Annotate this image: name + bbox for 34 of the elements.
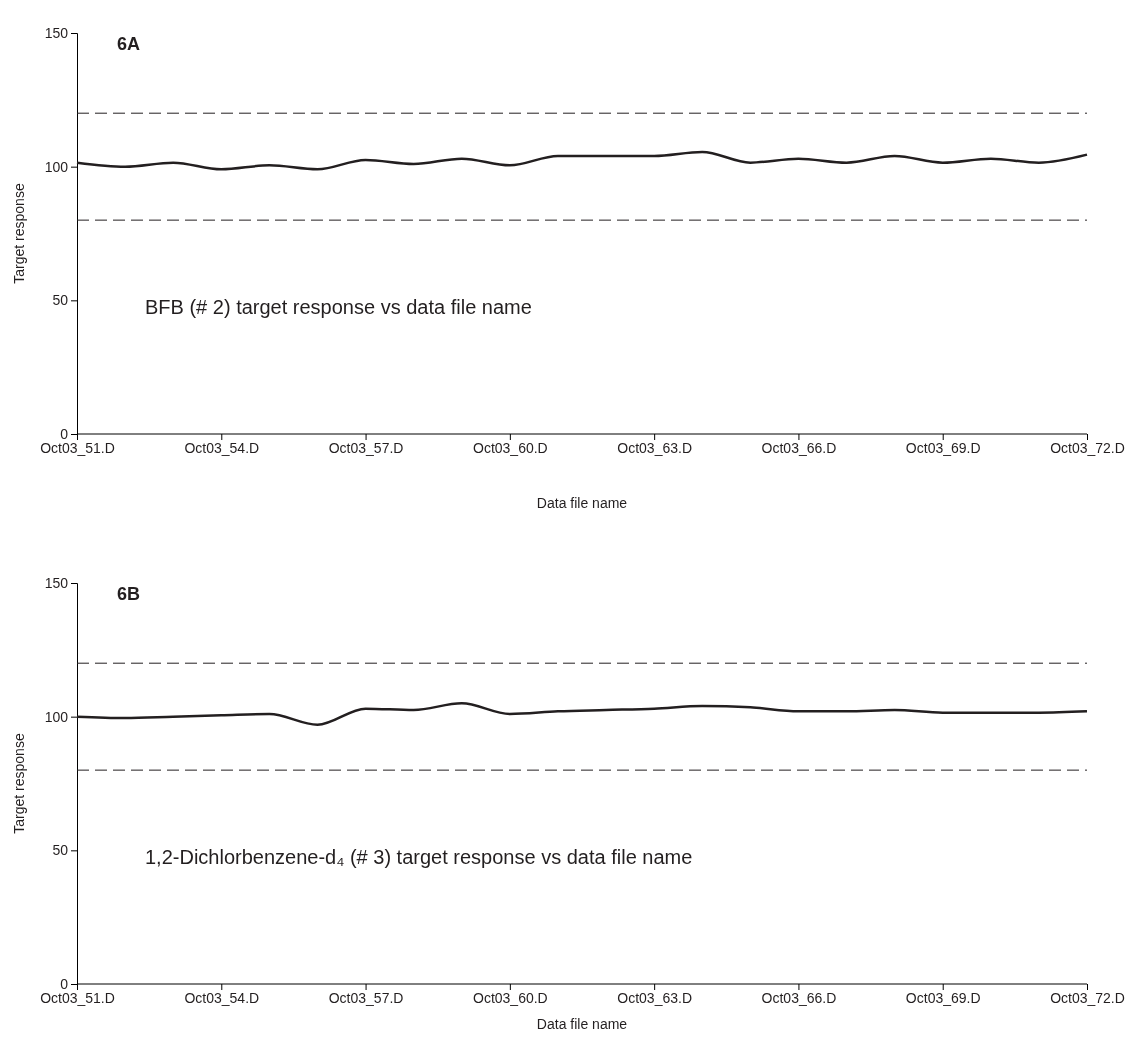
x-tick-label: Oct03_72.D [1050,439,1125,456]
x-tick-label: Oct03_63.D [617,439,692,456]
x-axis-title: Data file name [536,1016,628,1032]
y-tick-label: 100 [44,158,69,175]
y-tick-label: 100 [44,708,69,725]
x-tick-label: Oct03_60.D [473,989,548,1006]
x-tick-label: Oct03_57.D [328,439,404,456]
y-tick-label: 150 [44,24,69,41]
x-tick-label: Oct03_66.D [761,439,837,456]
y-tick-label: 150 [44,574,69,591]
y-tick-label: 0 [60,975,69,992]
y-tick-label: 0 [60,425,69,442]
x-tick-label: Oct03_57.D [328,989,404,1006]
x-tick-label: Oct03_54.D [184,989,260,1006]
x-tick-label: Oct03_51.D [40,989,115,1006]
x-tick-label: Oct03_66.D [761,989,837,1006]
annotation: BFB (# 2) target response vs data file name [145,295,532,318]
x-tick-label: Oct03_72.D [1050,989,1125,1006]
y-tick-label: 50 [52,842,69,859]
x-axis-title: Data file name [536,495,628,511]
x-tick-label: Oct03_69.D [905,439,981,456]
y-axis-title: Target response [11,183,27,284]
y-tick-label: 50 [52,292,69,309]
annotation: 1,2-Dichlorbenzene-d₄ (# 3) target response vs data file name [145,845,693,868]
chart-title: 6A [117,34,141,54]
y-axis-title: Target response [11,733,27,834]
line-series [75,702,1089,726]
x-tick-label: Oct03_69.D [905,989,981,1006]
chart-title: 6B [117,584,141,604]
x-tick-label: Oct03_60.D [473,439,548,456]
x-tick-label: Oct03_54.D [184,439,260,456]
x-tick-label: Oct03_51.D [40,439,115,456]
line-series [75,150,1089,171]
x-tick-label: Oct03_63.D [617,989,692,1006]
